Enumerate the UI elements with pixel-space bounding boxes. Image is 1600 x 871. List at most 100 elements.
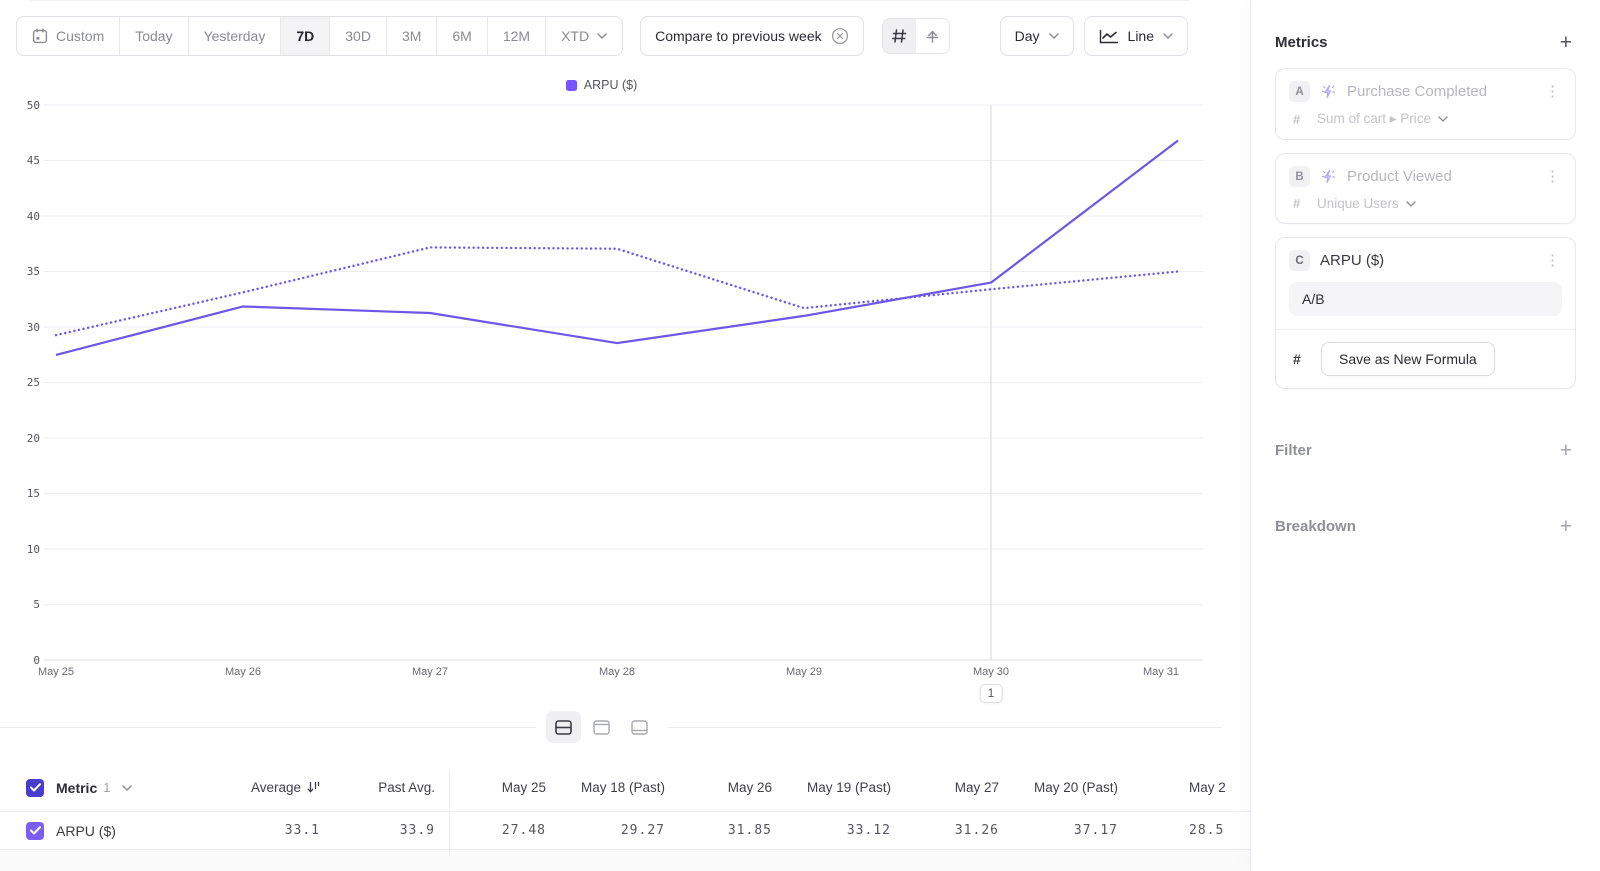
column-header-2[interactable]: May 25 xyxy=(501,780,546,795)
card-top-edge xyxy=(30,0,1190,1)
line-chart-icon xyxy=(1099,29,1118,43)
sort-descending-icon[interactable] xyxy=(307,781,320,794)
cell-value: 33.9 xyxy=(399,823,435,838)
date-range-6m[interactable]: 6M xyxy=(437,17,488,55)
column-header-8[interactable]: May 2 xyxy=(1189,780,1226,795)
date-range-7d[interactable]: 7D xyxy=(281,17,331,55)
date-range-segmented-control: Custom Today Yesterday 7D 30D 3M 6M 12M XTD xyxy=(16,16,624,56)
date-range-custom[interactable]: Custom xyxy=(17,17,121,55)
compare-to-previous-week-button[interactable]: Compare to previous week xyxy=(640,16,864,56)
y-axis-tick: 20 xyxy=(26,431,40,445)
column-header-4[interactable]: May 26 xyxy=(727,780,772,795)
table-row-arpu[interactable]: ARPU ($) 33.1 33.9 27.48 29.27 31.85 33.12 31.… xyxy=(0,812,1250,850)
y-axis-tick: 15 xyxy=(26,487,40,500)
row-checkbox[interactable] xyxy=(26,821,44,840)
chart-type-label: Line xyxy=(1127,28,1154,44)
y-axis-tick: 25 xyxy=(26,376,40,389)
metric-b-menu-icon[interactable]: ⋮ xyxy=(1545,168,1560,185)
chevron-down-icon xyxy=(1048,33,1059,39)
add-filter-button[interactable]: + xyxy=(1559,439,1572,462)
layout-toggle-split-view[interactable] xyxy=(546,711,581,743)
metric-c-menu-icon[interactable]: ⋮ xyxy=(1545,252,1560,269)
filter-section-title: Filter xyxy=(1275,442,1312,459)
event-spark-icon xyxy=(1321,169,1336,184)
y-axis-tick: 5 xyxy=(33,598,40,611)
column-header-3[interactable]: May 18 (Past) xyxy=(580,780,665,795)
chart-type-dropdown[interactable]: Line xyxy=(1083,16,1188,56)
add-breakdown-button[interactable]: + xyxy=(1559,515,1572,538)
date-range-today[interactable]: Today xyxy=(120,17,189,55)
cell-value: 37.17 xyxy=(1073,823,1118,838)
select-all-checkbox[interactable] xyxy=(26,778,44,797)
view-controls: Day Line xyxy=(999,16,1188,56)
table-only-icon xyxy=(631,719,648,735)
metric-card-c-formula[interactable]: C ARPU ($) ⋮ A/B # Save as New Formula xyxy=(1275,237,1576,389)
metric-badge-a: A xyxy=(1289,81,1310,102)
date-range-30d[interactable]: 30D xyxy=(330,17,387,55)
metric-a-measure-dropdown[interactable]: Sum of cart ▸ Price xyxy=(1317,111,1448,127)
layout-toggle-chart-only[interactable] xyxy=(584,711,619,743)
metric-badge-b: B xyxy=(1289,166,1310,187)
chart-legend: ARPU ($) xyxy=(0,78,1203,92)
compare-label: Compare to previous week xyxy=(655,28,822,44)
x-axis-tick: May 28 xyxy=(598,666,636,678)
metric-b-measure-dropdown[interactable]: Unique Users xyxy=(1317,196,1416,211)
legend-item-arpu[interactable]: ARPU ($) xyxy=(565,78,638,92)
annotation-marker[interactable]: 1 xyxy=(979,684,1003,703)
metric-column-title: Metric xyxy=(56,779,98,796)
column-header-7[interactable]: May 20 (Past) xyxy=(1033,780,1118,795)
column-header-5[interactable]: May 19 (Past) xyxy=(806,780,891,795)
metric-card-a[interactable]: A Purchase Completed ⋮ # Sum of cart ▸ P… xyxy=(1275,68,1576,140)
metric-count: 1 xyxy=(103,780,111,795)
metric-b-name: Product Viewed xyxy=(1347,168,1452,185)
save-as-new-formula-button[interactable]: Save as New Formula xyxy=(1321,342,1495,376)
cell-value: 31.26 xyxy=(954,823,999,838)
interval-dropdown[interactable]: Day xyxy=(999,16,1074,56)
arrow-up-from-line-icon xyxy=(926,30,938,43)
layout-toggle-table-only[interactable] xyxy=(622,711,657,743)
date-range-xtd[interactable]: XTD xyxy=(546,17,623,55)
y-axis-tick: 45 xyxy=(26,154,40,167)
column-divider xyxy=(449,772,450,856)
card-divider xyxy=(1276,329,1575,330)
metrics-section-title: Metrics xyxy=(1275,34,1328,51)
remove-compare-icon[interactable] xyxy=(831,27,849,45)
annotations-toggle[interactable] xyxy=(915,19,949,53)
row-metric-label: ARPU ($) xyxy=(56,822,116,839)
date-range-3m[interactable]: 3M xyxy=(386,17,438,55)
metric-a-name: Purchase Completed xyxy=(1347,83,1488,100)
cell-value: 33.1 xyxy=(284,823,320,838)
column-header-1[interactable]: Past Avg. xyxy=(378,780,435,795)
layout-toggle-group xyxy=(0,711,1203,743)
y-axis-tick: 30 xyxy=(26,320,40,334)
main-report-area: Custom Today Yesterday 7D 30D 3M 6M 12M XTD Comp… xyxy=(0,0,1250,871)
y-axis-tick: 35 xyxy=(26,265,40,278)
chevron-down-icon xyxy=(597,33,607,39)
legend-label: ARPU ($) xyxy=(583,78,638,92)
chevron-down-icon[interactable] xyxy=(122,784,133,791)
metric-card-b[interactable]: B Product Viewed ⋮ # Unique Users xyxy=(1275,153,1576,224)
column-header-6[interactable]: May 27 xyxy=(954,780,999,795)
chevron-down-icon xyxy=(1406,200,1416,207)
chevron-down-icon xyxy=(1163,33,1173,39)
date-range-12m[interactable]: 12M xyxy=(487,17,547,55)
results-table: Metric 1 Average Past Avg. May 25 May 18 (P… xyxy=(0,764,1250,871)
metric-a-menu-icon[interactable]: ⋮ xyxy=(1545,83,1560,100)
show-values-toggle[interactable] xyxy=(882,19,916,53)
column-header-0[interactable]: Average xyxy=(210,780,320,795)
report-toolbar: Custom Today Yesterday 7D 30D 3M 6M 12M XTD Comp… xyxy=(16,16,1188,56)
add-metric-button[interactable]: + xyxy=(1559,31,1572,54)
x-axis-tick: May 31 xyxy=(1142,666,1180,678)
interval-label: Day xyxy=(1014,28,1040,44)
query-builder-sidebar: Metrics + A Purchase Completed ⋮ # Sum o… xyxy=(1250,0,1600,871)
date-range-yesterday[interactable]: Yesterday xyxy=(188,17,282,55)
metric-badge-c: C xyxy=(1289,250,1310,271)
cell-value: 33.12 xyxy=(846,823,891,838)
cell-value: 28.5 xyxy=(1189,823,1225,838)
chart-canvas xyxy=(44,104,1203,661)
hash-grid-icon xyxy=(892,29,907,43)
formula-input[interactable]: A/B xyxy=(1289,282,1562,316)
x-axis-tick: May 29 xyxy=(785,666,823,678)
breakdown-section-title: Breakdown xyxy=(1275,518,1356,535)
calendar-icon xyxy=(32,28,48,44)
